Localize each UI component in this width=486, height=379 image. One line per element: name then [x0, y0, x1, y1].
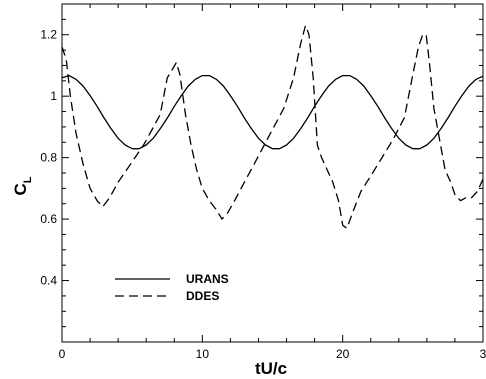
y-axis-title: CL: [11, 176, 34, 195]
y-tick-label: 0.8: [40, 151, 57, 165]
y-axis-title-subscript: L: [22, 176, 34, 183]
x-tick-label: 10: [196, 347, 210, 361]
series-urans-line: [61, 74, 484, 150]
legend-label-urans: URANS: [186, 272, 229, 286]
legend-label-ddes: DDES: [186, 289, 219, 303]
x-tick-label: 20: [336, 347, 350, 361]
x-tick-label: 0: [59, 347, 66, 361]
y-tick-label: 0.6: [40, 212, 57, 226]
plot-frame: [61, 3, 484, 343]
y-tick-label: 0.4: [40, 274, 57, 288]
x-axis-title: tU/c: [255, 359, 287, 378]
y-tick-label: 1.2: [40, 28, 57, 42]
series-ddes-line: [61, 24, 484, 229]
svg-text:CL: CL: [11, 176, 34, 195]
y-tick-label: 1: [50, 89, 57, 103]
y-axis-title-main: C: [11, 183, 30, 195]
x-tick-label: 3: [480, 347, 486, 361]
